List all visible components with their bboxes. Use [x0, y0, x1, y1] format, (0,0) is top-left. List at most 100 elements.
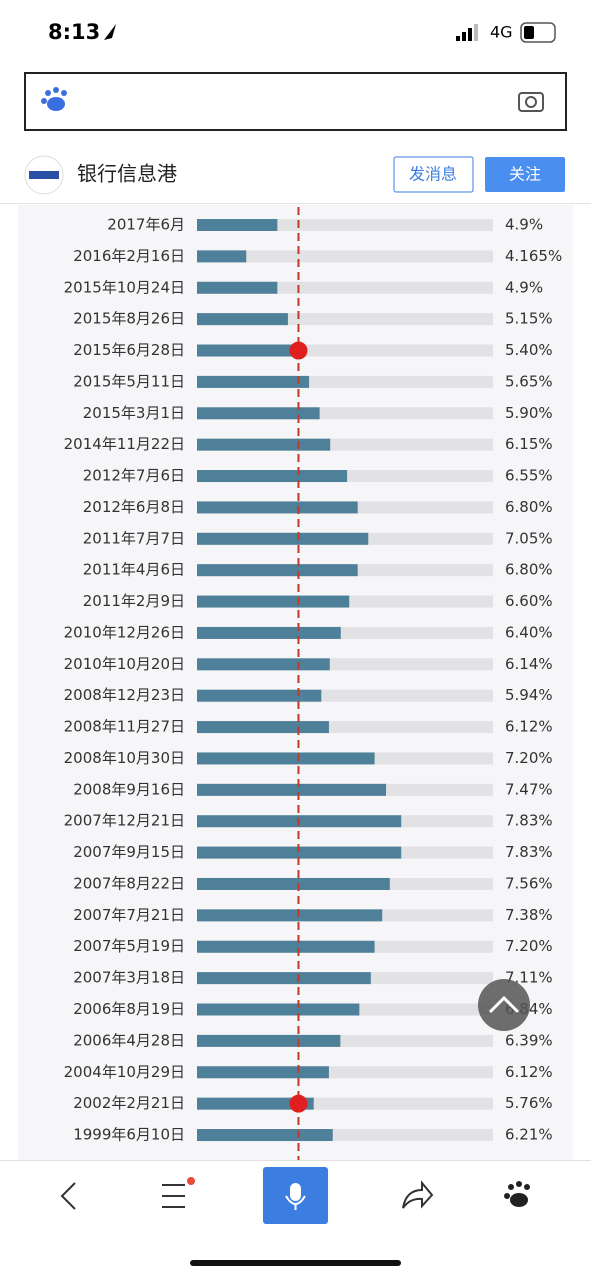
value-label: 6.40%	[505, 623, 553, 641]
bar	[197, 344, 299, 357]
category-label: 2016年2月16日	[73, 247, 185, 265]
highlight-dot	[289, 341, 308, 360]
category-label: 2012年7月6日	[83, 467, 185, 485]
bar	[197, 689, 322, 702]
bar	[197, 219, 278, 231]
category-label: 2015年5月11日	[73, 372, 185, 390]
category-label: 2010年10月20日	[64, 655, 185, 673]
value-label: 6.80%	[505, 498, 553, 516]
category-label: 2007年3月18日	[73, 969, 185, 987]
value-label: 7.05%	[505, 529, 553, 547]
bar	[197, 1097, 314, 1110]
share-button[interactable]	[402, 1180, 434, 1209]
avatar-logo	[29, 171, 59, 179]
category-label: 2014年11月22日	[64, 435, 185, 453]
bar	[197, 658, 330, 671]
value-label: 6.55%	[505, 467, 553, 485]
category-label: 2015年10月24日	[64, 278, 185, 296]
category-label: 2008年9月16日	[73, 780, 185, 798]
bar	[197, 1034, 341, 1047]
battery	[520, 22, 556, 43]
value-label: 6.12%	[505, 718, 553, 736]
scroll-top-button[interactable]	[478, 979, 530, 1031]
category-label: 2006年8月19日	[73, 1000, 185, 1018]
value-label: 6.60%	[505, 592, 553, 610]
menu-button[interactable]	[162, 1184, 185, 1208]
search-box[interactable]	[24, 72, 567, 131]
bar	[197, 407, 320, 420]
mic-icon	[290, 1183, 301, 1201]
bar	[197, 1003, 360, 1016]
category-label: 2011年4月6日	[83, 561, 185, 579]
home-indicator	[190, 1260, 401, 1266]
value-label: 7.83%	[505, 843, 553, 861]
value-label: 6.80%	[505, 561, 553, 579]
value-label: 5.15%	[505, 310, 553, 328]
value-label: 5.90%	[505, 404, 553, 422]
category-label: 2015年6月28日	[73, 341, 185, 359]
bar	[197, 313, 288, 326]
bar	[197, 940, 375, 953]
chart: 2017年6月 4.9% 2016年2月16日 4.165% 2015年10月24日 4.…	[64, 207, 562, 1160]
value-label: 6.21%	[505, 1126, 553, 1144]
scroll-top-icon	[488, 995, 520, 1014]
bar	[197, 626, 341, 639]
value-label: 7.56%	[505, 874, 553, 892]
bar	[197, 783, 387, 796]
network-label: 4G	[490, 23, 513, 42]
value-label: 7.38%	[505, 906, 553, 924]
bar	[197, 595, 350, 608]
baidu-home-button[interactable]	[504, 1181, 530, 1207]
category-label: 2007年9月15日	[73, 843, 185, 861]
bar	[197, 1066, 329, 1079]
bar	[197, 1129, 333, 1142]
value-label: 4.165%	[505, 247, 562, 265]
nav-divider	[0, 1160, 591, 1161]
category-label: 2006年4月28日	[73, 1031, 185, 1049]
bar	[197, 972, 371, 985]
bar	[197, 438, 331, 451]
value-label: 6.15%	[505, 435, 553, 453]
bar	[197, 501, 358, 514]
follow-button-label: 关注	[509, 165, 541, 184]
category-label: 2007年5月19日	[73, 937, 185, 955]
bar-track	[197, 250, 493, 263]
value-label: 6.12%	[505, 1063, 553, 1081]
category-label: 2011年2月9日	[83, 592, 185, 610]
category-label: 2008年11月27日	[64, 718, 185, 736]
value-label: 7.47%	[505, 780, 553, 798]
value-label: 6.14%	[505, 655, 553, 673]
value-label: 5.65%	[505, 372, 553, 390]
category-label: 2011年7月7日	[83, 529, 185, 547]
account-name: 银行信息港	[77, 162, 177, 186]
category-label: 2015年3月1日	[83, 404, 185, 422]
bar	[197, 752, 375, 765]
category-label: 2007年8月22日	[73, 874, 185, 892]
bar	[197, 250, 247, 263]
message-button[interactable]	[393, 156, 474, 193]
bar	[197, 375, 310, 388]
camera-icon[interactable]	[518, 92, 544, 112]
category-label: 2008年10月30日	[64, 749, 185, 767]
back-button[interactable]	[60, 1182, 76, 1210]
bar	[197, 909, 383, 922]
value-label: 7.20%	[505, 937, 553, 955]
category-label: 1999年6月10日	[73, 1126, 185, 1144]
category-label: 2017年6月	[107, 216, 185, 234]
category-label: 2010年12月26日	[64, 623, 185, 641]
follow-button[interactable]	[485, 157, 565, 192]
baidu-logo	[41, 87, 67, 111]
bar	[197, 532, 369, 545]
bar	[197, 564, 358, 577]
category-label: 2007年7月21日	[73, 906, 185, 924]
category-label: 2004年10月29日	[64, 1063, 185, 1081]
value-label: 7.20%	[505, 749, 553, 767]
signal-icon	[456, 24, 478, 41]
value-label: 6.39%	[505, 1031, 553, 1049]
value-label: 4.9%	[505, 216, 543, 234]
value-label: 5.40%	[505, 341, 553, 359]
battery-level	[524, 26, 534, 39]
value-label: 5.76%	[505, 1094, 553, 1112]
category-label: 2012年6月8日	[83, 498, 185, 516]
